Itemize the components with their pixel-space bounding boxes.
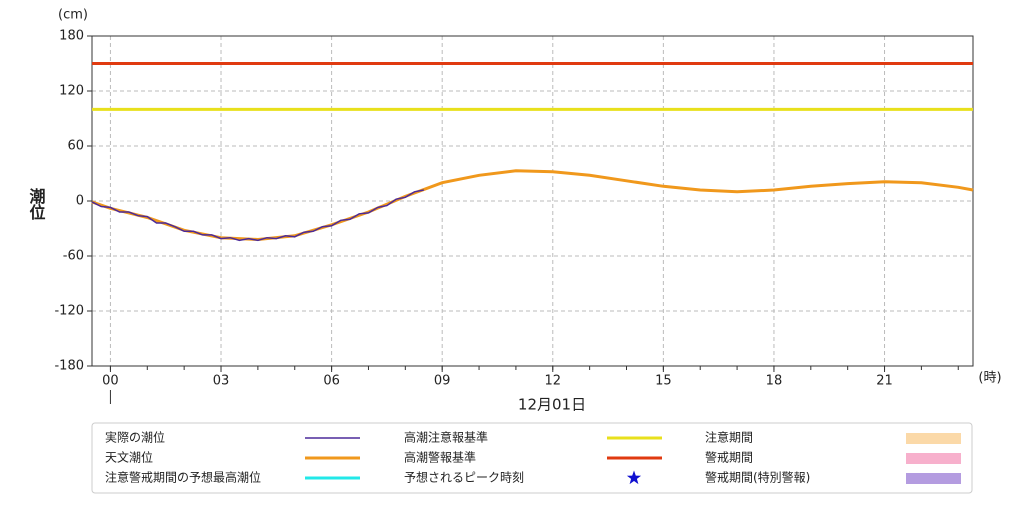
legend-swatch bbox=[906, 473, 961, 484]
line-series bbox=[91, 169, 974, 242]
legend-label: 天文潮位 bbox=[105, 450, 153, 465]
x-tick-label: 00 bbox=[102, 374, 119, 389]
legend-label: 警戒期間(特別警報) bbox=[705, 470, 810, 485]
x-tick-label: 18 bbox=[766, 374, 783, 389]
y-tick-label: -120 bbox=[54, 304, 84, 319]
y-tick-label: -60 bbox=[63, 249, 84, 264]
x-tick-label: 15 bbox=[655, 374, 672, 389]
legend-box bbox=[91, 422, 973, 494]
legend-label: 実際の潮位 bbox=[105, 430, 165, 445]
x-unit: (時) bbox=[978, 371, 1001, 386]
x-tick-label: 12 bbox=[545, 374, 562, 389]
legend-label: 高潮注意報基準 bbox=[404, 430, 488, 445]
y-unit: (cm) bbox=[58, 8, 88, 23]
x-tick-label: 09 bbox=[434, 374, 451, 389]
y-tick-label: 180 bbox=[59, 29, 84, 44]
legend-label: 注意期間 bbox=[705, 430, 753, 445]
legend-swatch bbox=[626, 470, 642, 485]
legend-swatch bbox=[906, 453, 961, 464]
y-tick-label: 0 bbox=[76, 194, 84, 209]
legend-label: 警戒期間 bbox=[705, 450, 753, 465]
x-tick-label: 06 bbox=[323, 374, 340, 389]
y-tick-label: -180 bbox=[54, 359, 84, 374]
plot-frame bbox=[91, 35, 974, 367]
line-series bbox=[91, 189, 424, 242]
x-tick-label: 21 bbox=[876, 374, 893, 389]
legend-label: 高潮警報基準 bbox=[404, 450, 476, 465]
y-tick-label: 60 bbox=[67, 139, 84, 154]
legend-label: 予想されるピーク時刻 bbox=[404, 470, 524, 485]
legend-label: 注意警戒期間の予想最高潮位 bbox=[105, 470, 261, 485]
legend-swatch bbox=[906, 433, 961, 444]
y-tick-label: 120 bbox=[59, 84, 84, 99]
x-tick-label: 03 bbox=[213, 374, 230, 389]
x-label: 12月01日 bbox=[518, 396, 586, 414]
y-label: 潮位 bbox=[27, 187, 46, 221]
